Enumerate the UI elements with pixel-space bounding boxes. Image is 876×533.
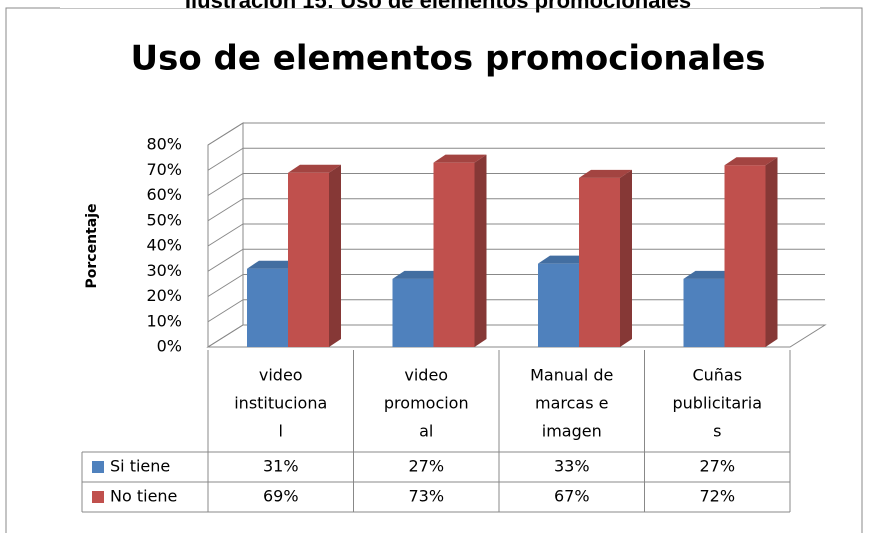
bar-top — [392, 270, 446, 279]
caption: Ilustración 15: Uso de elementos promoci… — [185, 0, 691, 13]
bar-front — [392, 278, 434, 347]
data-label: 33% — [554, 457, 590, 476]
grid-line — [207, 147, 244, 171]
bar-front — [247, 268, 288, 347]
x-tick-label: instituciona — [234, 394, 327, 413]
data-label: 67% — [554, 487, 590, 506]
x-tick-label: video — [259, 366, 303, 385]
grid-line — [207, 122, 244, 146]
grid-line — [207, 299, 244, 323]
bar-front — [579, 177, 620, 347]
data-label: 73% — [408, 487, 444, 506]
y-tick-label: 40% — [146, 236, 182, 255]
y-tick-label: 10% — [146, 311, 182, 330]
grid-line — [207, 324, 244, 348]
x-tick-label: marcas e — [535, 394, 608, 413]
bar-top — [538, 255, 591, 264]
y-tick-label: 0% — [157, 337, 182, 356]
y-tick-label: 70% — [146, 160, 182, 179]
grid-line — [207, 198, 244, 222]
bar-top — [579, 169, 632, 178]
bar-front — [433, 162, 475, 347]
bar-front — [724, 165, 766, 347]
bar-side — [765, 157, 778, 347]
x-tick-label: publicitaria — [673, 394, 763, 413]
data-label: 27% — [699, 457, 735, 476]
x-tick-label: Cuñas — [692, 366, 742, 385]
bar-top — [288, 164, 341, 173]
data-label: 31% — [263, 457, 299, 476]
bar-side — [620, 169, 632, 347]
bar-top — [683, 270, 737, 279]
y-axis-title: Porcentaje — [84, 204, 100, 289]
data-label: 69% — [263, 487, 299, 506]
grid-line — [207, 274, 244, 297]
bar-top — [724, 157, 778, 166]
legend-label: Si tiene — [110, 457, 170, 476]
y-tick-label: 20% — [146, 286, 182, 305]
bar-front — [538, 263, 579, 347]
bar-front — [683, 278, 725, 347]
grid-line — [207, 173, 244, 196]
x-tick-label: video — [404, 366, 448, 385]
legend-label: No tiene — [110, 487, 177, 506]
x-tick-label: imagen — [542, 422, 602, 441]
legend-swatch — [92, 491, 104, 503]
bar-top — [247, 260, 300, 269]
bar-side — [329, 164, 341, 347]
legend-swatch — [92, 461, 104, 473]
data-label: 27% — [408, 457, 444, 476]
y-tick-label: 80% — [146, 135, 182, 154]
y-tick-label: 60% — [146, 185, 182, 204]
x-tick-label: promocion — [384, 394, 469, 413]
chart-title: Uso de elementos promocionales — [131, 39, 766, 79]
data-label: 72% — [699, 487, 735, 506]
bar-front — [288, 172, 329, 347]
x-tick-label: l — [279, 422, 283, 441]
y-tick-label: 30% — [146, 261, 182, 280]
y-tick-label: 50% — [146, 210, 182, 229]
bar-side — [474, 154, 487, 347]
x-tick-label: Manual de — [530, 366, 613, 385]
x-tick-label: al — [419, 422, 433, 441]
grid-line — [207, 223, 244, 247]
x-tick-label: s — [713, 422, 721, 441]
grid-line — [207, 248, 244, 272]
caption-bg — [60, 0, 820, 8]
bar-top — [433, 154, 487, 163]
